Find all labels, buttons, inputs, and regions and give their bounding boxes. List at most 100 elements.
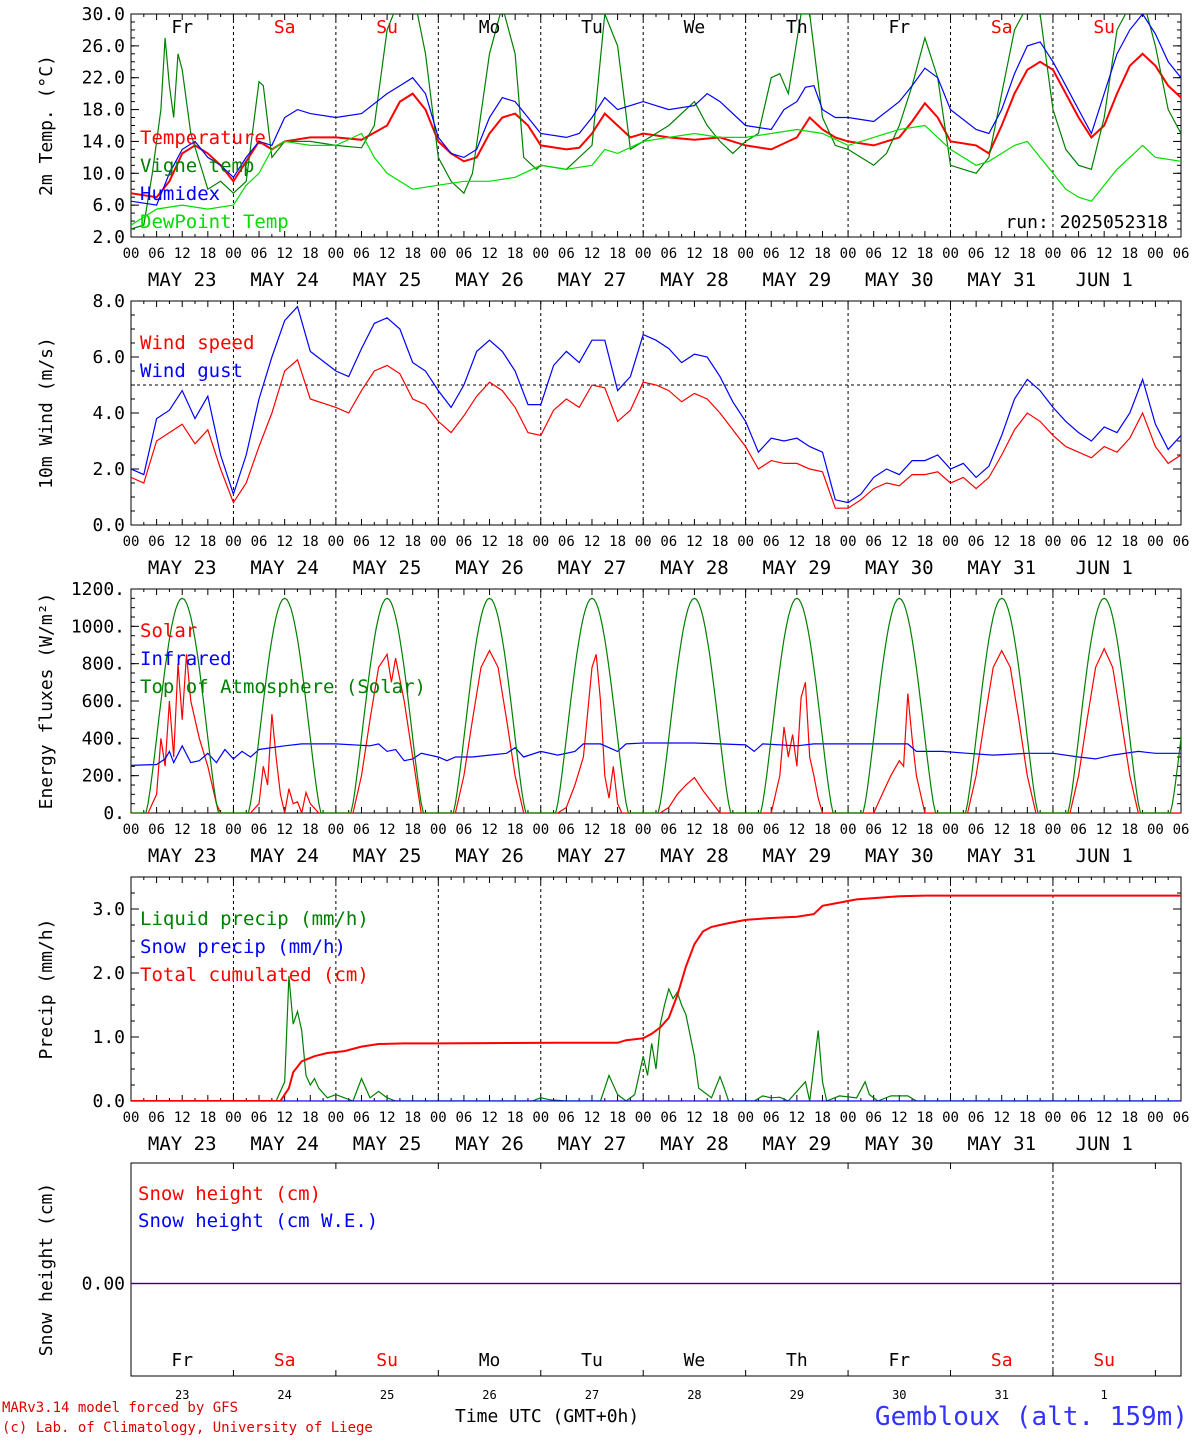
hour-tick-label: 00 — [737, 822, 754, 838]
hour-tick-label: 06 — [251, 246, 268, 262]
hour-tick-label: 18 — [199, 1110, 216, 1126]
hour-tick-label: 18 — [302, 534, 319, 550]
hour-tick-label: 12 — [481, 534, 498, 550]
hour-tick-label: 12 — [174, 246, 191, 262]
date-label: MAY 28 — [660, 269, 729, 291]
hour-tick-label: 18 — [507, 822, 524, 838]
hour-tick-label: 06 — [148, 822, 165, 838]
legend-entry: Wind speed — [140, 332, 254, 354]
date-label: MAY 30 — [865, 269, 934, 291]
hour-tick-label: 00 — [123, 534, 140, 550]
hour-tick-label: 12 — [993, 534, 1010, 550]
hour-tick-label: 18 — [814, 822, 831, 838]
y-tick-label: 6.0 — [92, 347, 125, 368]
date-label: MAY 25 — [353, 1133, 422, 1155]
day-name-label: Fr — [171, 17, 193, 38]
hour-tick-label: 18 — [609, 246, 626, 262]
date-label: MAY 28 — [660, 1133, 729, 1155]
hour-tick-label: 06 — [251, 534, 268, 550]
hour-tick-label: 18 — [199, 822, 216, 838]
date-label: MAY 23 — [148, 557, 217, 579]
legend-entry: Snow height (cm W.E.) — [138, 1210, 378, 1232]
hour-tick-label: 06 — [558, 246, 575, 262]
date-label: MAY 25 — [353, 269, 422, 291]
hour-tick-label: 12 — [276, 246, 293, 262]
day-name-label: Fr — [171, 1350, 193, 1371]
hour-tick-label: 12 — [174, 534, 191, 550]
panel-frame — [130, 1162, 1182, 1377]
hour-tick-label: 00 — [327, 822, 344, 838]
day-name-label: Th — [786, 1350, 808, 1371]
hour-tick-label: 00 — [942, 822, 959, 838]
date-label: MAY 31 — [967, 1133, 1036, 1155]
y-tick-label: 0.0 — [92, 515, 125, 536]
hour-tick-label: 06 — [353, 534, 370, 550]
hour-tick-label: 06 — [1173, 1110, 1190, 1126]
hour-tick-label: 06 — [1173, 822, 1190, 838]
hour-tick-label: 18 — [712, 246, 729, 262]
hour-tick-label: 06 — [251, 822, 268, 838]
hour-tick-label: 00 — [1147, 534, 1164, 550]
day-number-label: 29 — [790, 1388, 804, 1402]
series-line-top-of-atmosphere-solar- — [131, 597, 1181, 813]
hour-tick-label: 06 — [148, 1110, 165, 1126]
hour-tick-label: 00 — [123, 822, 140, 838]
day-number-label: 26 — [482, 1388, 496, 1402]
date-label: MAY 27 — [558, 269, 627, 291]
hour-tick-label: 12 — [379, 246, 396, 262]
date-label: MAY 31 — [967, 557, 1036, 579]
legend-entry: Solar — [140, 620, 197, 642]
hour-tick-label: 18 — [404, 246, 421, 262]
hour-tick-label: 00 — [737, 246, 754, 262]
hour-tick-label: 18 — [1019, 534, 1036, 550]
day-name-label: We — [684, 17, 706, 38]
y-axis-label: Energy fluxes (W/m²) — [36, 593, 57, 810]
y-tick-label: 8.0 — [92, 291, 125, 312]
hour-tick-label: 00 — [123, 246, 140, 262]
day-name-label: Tu — [581, 1350, 603, 1371]
day-name-label: Sa — [274, 1350, 296, 1371]
legend-entry: Temperature — [140, 127, 266, 149]
hour-tick-label: 06 — [558, 1110, 575, 1126]
hour-tick-label: 00 — [532, 1110, 549, 1126]
day-name-label: Su — [1093, 1350, 1115, 1371]
hour-tick-label: 18 — [507, 534, 524, 550]
hour-tick-label: 18 — [712, 534, 729, 550]
y-tick-label: 2.0 — [92, 963, 125, 984]
hour-tick-label: 06 — [251, 1110, 268, 1126]
hour-tick-label: 18 — [1121, 1110, 1138, 1126]
legend-entry: Liquid precip (mm/h) — [140, 908, 369, 930]
date-label: MAY 27 — [558, 557, 627, 579]
day-number-label: 24 — [277, 1388, 291, 1402]
hour-tick-label: 06 — [660, 822, 677, 838]
day-name-label: Sa — [991, 17, 1013, 38]
y-tick-label: 0.0 — [92, 1091, 125, 1112]
date-label: JUN 1 — [1076, 557, 1133, 579]
day-name-label: Fr — [888, 17, 910, 38]
series-line-humidex — [131, 14, 1181, 206]
hour-tick-label: 12 — [686, 822, 703, 838]
hour-tick-label: 18 — [507, 246, 524, 262]
hour-tick-label: 00 — [430, 534, 447, 550]
hour-tick-label: 00 — [635, 1110, 652, 1126]
day-number-label: 25 — [380, 1388, 394, 1402]
hour-tick-label: 06 — [353, 822, 370, 838]
hour-tick-label: 06 — [148, 246, 165, 262]
hour-tick-label: 00 — [1045, 1110, 1062, 1126]
hour-tick-label: 18 — [404, 534, 421, 550]
y-tick-label: 400. — [82, 728, 125, 749]
hour-tick-label: 06 — [763, 1110, 780, 1126]
y-axis-label: Precip (mm/h) — [36, 919, 57, 1060]
hour-tick-label: 00 — [225, 246, 242, 262]
hour-tick-label: 00 — [225, 822, 242, 838]
hour-tick-label: 12 — [481, 822, 498, 838]
hour-tick-label: 06 — [763, 534, 780, 550]
hour-tick-label: 12 — [1096, 822, 1113, 838]
hour-tick-label: 00 — [840, 1110, 857, 1126]
hour-tick-label: 00 — [1045, 534, 1062, 550]
hour-tick-label: 06 — [1070, 246, 1087, 262]
hour-tick-label: 12 — [584, 1110, 601, 1126]
y-tick-label: 22.0 — [82, 68, 125, 89]
series-line-solar — [131, 647, 1181, 813]
